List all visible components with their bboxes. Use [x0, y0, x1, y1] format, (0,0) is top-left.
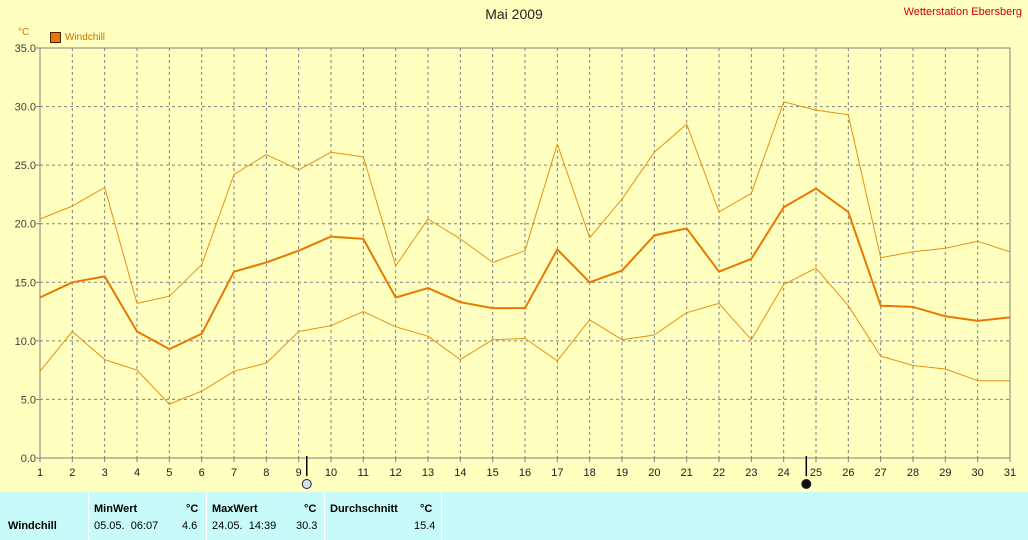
y-tick-label: 30.0	[15, 102, 36, 114]
min-unit: °C	[186, 503, 199, 515]
x-tick-label: 27	[875, 467, 887, 479]
x-tick-label: 20	[648, 467, 660, 479]
full-moon-icon	[301, 479, 312, 489]
y-tick-label: 20.0	[15, 219, 36, 231]
y-tick-label: 25.0	[15, 160, 36, 172]
x-tick-label: 12	[390, 467, 402, 479]
y-tick-label: 5.0	[21, 394, 36, 406]
x-tick-label: 22	[713, 467, 725, 479]
new-moon-icon	[801, 479, 812, 489]
x-tick-label: 3	[102, 467, 108, 479]
x-tick-label: 29	[939, 467, 951, 479]
x-tick-label: 1	[37, 467, 43, 479]
station-name: Wetterstation Ebersberg	[903, 6, 1022, 18]
x-tick-label: 24	[778, 467, 790, 479]
max-header: MaxWert	[212, 503, 258, 515]
x-tick-label: 15	[487, 467, 499, 479]
x-tick-label: 28	[907, 467, 919, 479]
x-tick-label: 17	[551, 467, 563, 479]
min-value: 4.6	[182, 520, 198, 532]
avg-unit: °C	[420, 503, 433, 515]
x-tick-label: 9	[296, 467, 302, 479]
x-tick-label: 25	[810, 467, 822, 479]
table-divider	[206, 492, 207, 540]
stats-table: MinWert °C MaxWert °C Durchschnitt °C Wi…	[0, 492, 1028, 540]
x-tick-label: 10	[325, 467, 337, 479]
legend-swatch	[50, 32, 61, 43]
y-axis: 0.0 5.0 10.0 15.0 20.0 25.0 30.0 35.0	[15, 43, 40, 465]
table-divider	[88, 492, 89, 540]
x-tick-label: 5	[166, 467, 172, 479]
x-tick-label: 21	[681, 467, 693, 479]
table-divider	[324, 492, 325, 540]
x-tick-label: 30	[972, 467, 984, 479]
row-label-windchill: Windchill	[8, 520, 57, 532]
x-tick-label: 2	[69, 467, 75, 479]
avg-value: 15.4	[414, 520, 436, 532]
min-header: MinWert	[94, 503, 138, 515]
x-axis: 1 2 3 4 5 6 7 8 9 10 11 12 13 14 15 16 17 18 19 20 21 22 23 24 2…	[37, 458, 1016, 479]
avg-header: Durchschnitt	[330, 503, 398, 515]
x-tick-label: 6	[199, 467, 205, 479]
table-divider	[441, 492, 442, 540]
moon-phase-markers	[301, 456, 812, 489]
x-tick-label: 11	[358, 467, 369, 479]
x-tick-label: 19	[616, 467, 628, 479]
y-tick-label: 35.0	[15, 43, 36, 55]
x-tick-label: 31	[1004, 467, 1016, 479]
legend-label-windchill: Windchill	[65, 32, 106, 43]
x-tick-label: 7	[231, 467, 237, 479]
max-value: 30.3	[296, 520, 318, 532]
chart-grid	[39, 47, 1011, 459]
y-axis-unit: °C	[18, 27, 30, 38]
x-tick-label: 18	[584, 467, 596, 479]
chart-legend[interactable]: Windchill	[50, 32, 105, 43]
y-tick-label: 15.0	[15, 277, 36, 289]
max-date: 24.05. 14:39	[212, 520, 277, 532]
max-unit: °C	[304, 503, 317, 515]
x-tick-label: 8	[263, 467, 269, 479]
y-tick-label: 0.0	[21, 453, 36, 465]
x-tick-label: 14	[454, 467, 466, 479]
x-tick-label: 26	[842, 467, 854, 479]
x-tick-label: 16	[519, 467, 531, 479]
x-tick-label: 4	[134, 467, 140, 479]
series-line-2	[39, 267, 1010, 405]
series-line-0	[39, 187, 1011, 351]
y-tick-label: 10.0	[15, 336, 36, 348]
min-date: 05.05. 06:07	[94, 520, 159, 532]
chart-series	[39, 101, 1011, 405]
x-tick-label: 23	[745, 467, 757, 479]
series-line-1	[39, 101, 1011, 304]
chart-title: Mai 2009	[485, 6, 543, 22]
x-tick-label: 13	[422, 467, 434, 479]
